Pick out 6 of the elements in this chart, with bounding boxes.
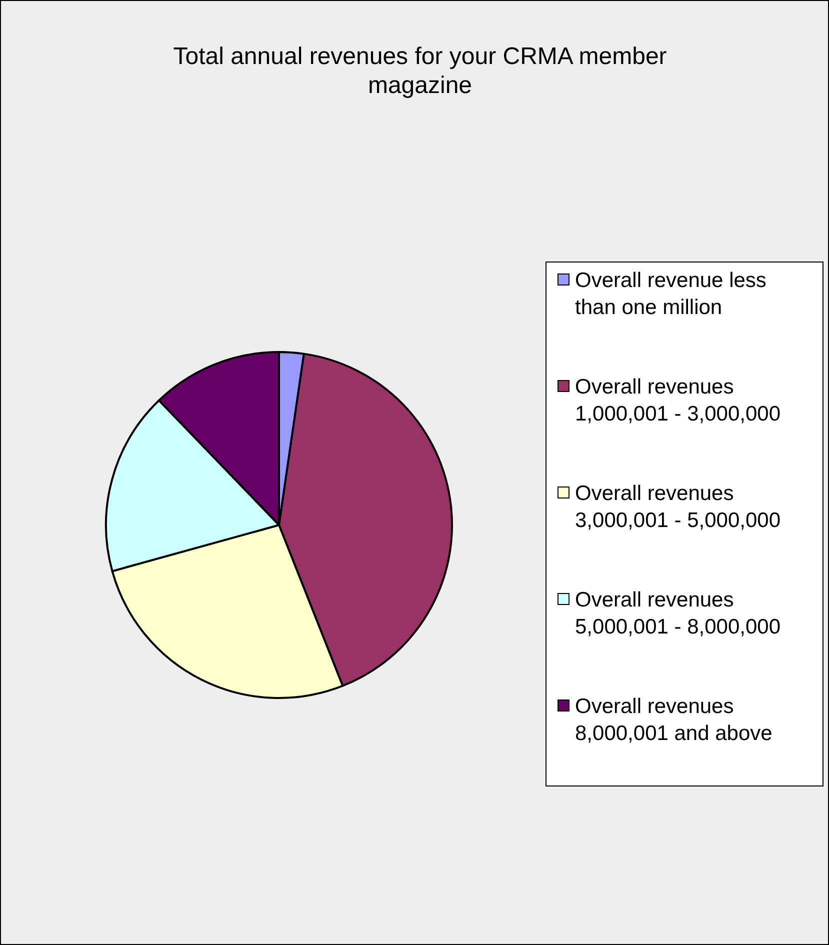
legend-label: Overall revenue less than one million [575,268,766,319]
legend-label: Overall revenues 5,000,001 - 8,000,000 [575,588,781,638]
chart-title: Total annual revenues for your CRMA member magazine [173,43,667,99]
legend-label: Overall revenues 1,000,001 - 3,000,000 [575,375,781,426]
legend-label: Overall revenues 3,000,001 - 5,000,000 [575,482,781,532]
legend-label: Overall revenues 8,000,001 and above [575,694,772,745]
